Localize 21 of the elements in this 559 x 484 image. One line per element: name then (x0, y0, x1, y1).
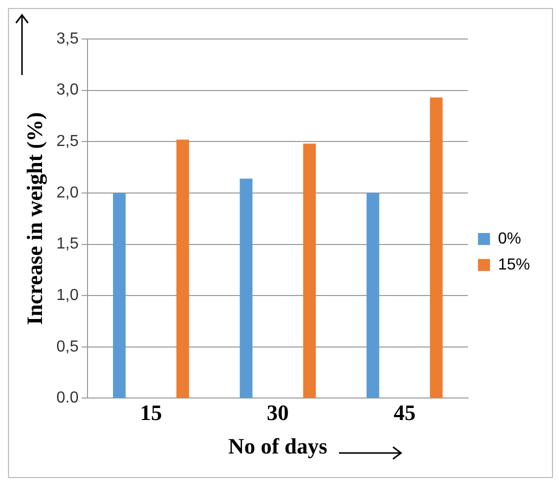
y-tick-label: 0,5 (56, 338, 79, 356)
y-tick-label: 2,0 (56, 184, 79, 202)
x-tick-label: 15 (140, 400, 162, 426)
bar (113, 192, 126, 398)
y-tick-label: 3,0 (56, 82, 79, 99)
x-axis-title: No of days (228, 433, 328, 458)
legend-label: 0% (498, 230, 522, 248)
y-tick-label: 2,5 (56, 133, 79, 150)
bar (430, 98, 443, 398)
bar (366, 192, 380, 398)
y-tick-label: 0.0 (56, 390, 79, 407)
y-axis-title: Increase in weight (%) (22, 112, 47, 326)
y-tick-label: 3,5 (56, 30, 79, 48)
bar (176, 140, 190, 398)
x-tick-label: 45 (394, 400, 416, 426)
bar (303, 144, 316, 398)
y-tick-label: 1,0 (56, 286, 79, 304)
legend-label: 15% (498, 256, 530, 274)
x-tick-label: 30 (266, 400, 289, 426)
bar (240, 178, 252, 398)
y-tick-label: 1,5 (56, 236, 79, 253)
